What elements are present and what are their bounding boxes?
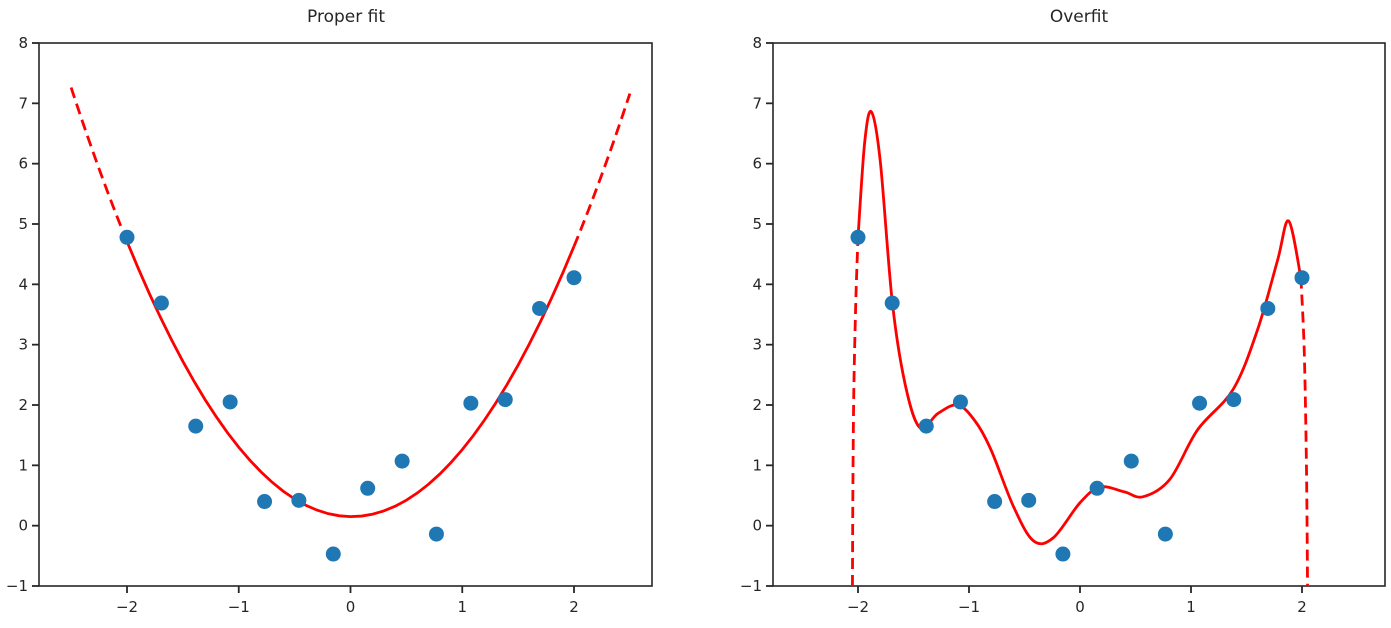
data-point bbox=[394, 453, 410, 469]
y-tick-label: 8 bbox=[752, 34, 762, 52]
x-tick-label: 1 bbox=[457, 598, 467, 616]
y-tick-label: 1 bbox=[18, 456, 28, 474]
right-plot-title: Overfit bbox=[1049, 7, 1109, 27]
y-tick-label: 2 bbox=[18, 396, 28, 414]
data-point bbox=[222, 394, 238, 410]
overfit-curve-solid bbox=[856, 109, 1303, 546]
x-tick-label: 0 bbox=[1075, 598, 1085, 616]
overfit-curve-dashed-left bbox=[851, 237, 860, 586]
left-plot-title: Proper fit bbox=[307, 7, 385, 27]
y-tick-label: 3 bbox=[18, 336, 28, 354]
plot-border bbox=[38, 42, 653, 587]
data-point bbox=[1192, 395, 1208, 411]
data-point bbox=[188, 418, 204, 434]
y-tick-label: 7 bbox=[752, 94, 762, 112]
x-tick-label: 2 bbox=[569, 598, 579, 616]
y-tick-label: 6 bbox=[18, 155, 28, 173]
fit-curve-solid bbox=[125, 240, 576, 519]
plot-border bbox=[772, 42, 1386, 587]
x-tick-label: −2 bbox=[116, 598, 138, 616]
x-tick-label: −1 bbox=[228, 598, 250, 616]
data-point bbox=[325, 546, 341, 562]
data-point bbox=[1089, 480, 1105, 496]
data-point bbox=[1260, 300, 1276, 316]
y-tick-label: −1 bbox=[6, 577, 28, 595]
data-point bbox=[850, 229, 866, 245]
data-point bbox=[360, 480, 376, 496]
x-tick-label: 0 bbox=[346, 598, 356, 616]
y-tick-label: 4 bbox=[752, 275, 762, 293]
data-point bbox=[1055, 546, 1071, 562]
data-point bbox=[987, 494, 1003, 510]
y-tick-label: 0 bbox=[752, 517, 762, 535]
data-point bbox=[918, 418, 934, 434]
data-point bbox=[566, 270, 582, 286]
y-tick-label: 3 bbox=[752, 336, 762, 354]
x-tick-label: −1 bbox=[958, 598, 980, 616]
x-tick-label: −2 bbox=[847, 598, 869, 616]
data-point bbox=[952, 394, 968, 410]
y-tick-label: 6 bbox=[752, 155, 762, 173]
data-point bbox=[257, 494, 273, 510]
data-point bbox=[1021, 492, 1037, 508]
data-point bbox=[532, 300, 548, 316]
y-tick-label: 2 bbox=[752, 396, 762, 414]
y-tick-label: 5 bbox=[752, 215, 762, 233]
data-point bbox=[291, 492, 307, 508]
y-tick-label: 0 bbox=[18, 517, 28, 535]
data-point bbox=[1294, 270, 1310, 286]
data-point bbox=[1123, 453, 1139, 469]
data-point bbox=[884, 295, 900, 311]
data-point bbox=[428, 526, 444, 542]
data-point bbox=[119, 229, 135, 245]
fit-curve-dashed-right bbox=[572, 93, 632, 247]
data-point bbox=[497, 392, 513, 408]
y-tick-label: 5 bbox=[18, 215, 28, 233]
x-tick-label: 2 bbox=[1297, 598, 1307, 616]
y-tick-label: 4 bbox=[18, 275, 28, 293]
y-tick-label: −1 bbox=[740, 577, 762, 595]
y-tick-label: 1 bbox=[752, 456, 762, 474]
overfit-curve-dashed-right bbox=[1299, 277, 1309, 586]
fit-curve-dashed-left bbox=[69, 87, 129, 243]
data-point bbox=[1157, 526, 1173, 542]
data-point bbox=[463, 395, 479, 411]
data-point bbox=[1226, 392, 1242, 408]
data-point bbox=[153, 295, 169, 311]
y-tick-label: 7 bbox=[18, 94, 28, 112]
y-tick-label: 8 bbox=[18, 34, 28, 52]
x-tick-label: 1 bbox=[1186, 598, 1196, 616]
